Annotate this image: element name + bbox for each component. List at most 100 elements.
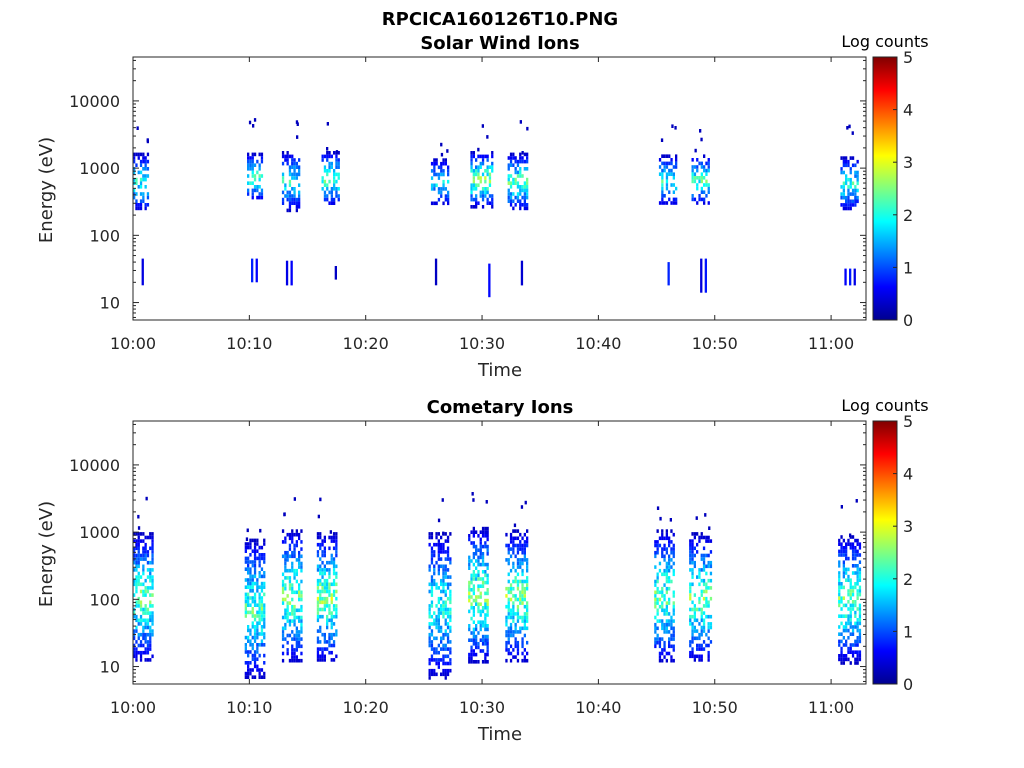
- heatmap-cell: [442, 643, 445, 648]
- heatmap-cell: [663, 154, 666, 158]
- heatmap-cell: [446, 586, 450, 590]
- heatmap-cell: [435, 618, 438, 623]
- heatmap-cell: [286, 532, 289, 537]
- heatmap-cell: [654, 630, 657, 634]
- heatmap-cell: [470, 645, 473, 650]
- heatmap-cell: [481, 530, 485, 534]
- heatmap-cell: [437, 553, 440, 558]
- heatmap-cell: [526, 626, 529, 631]
- heatmap-cell: [249, 585, 252, 589]
- heatmap-cell: [670, 655, 673, 659]
- heatmap-cell: [477, 577, 480, 581]
- heatmap-cell: [523, 167, 526, 171]
- heatmap-cell: [689, 622, 692, 626]
- heatmap-cell: [689, 596, 692, 601]
- heatmap-cell: [149, 571, 152, 576]
- heatmap-cell: [693, 607, 696, 612]
- heatmap-cell: [247, 542, 250, 546]
- heatmap-cell: [484, 580, 487, 585]
- heatmap-cell: [326, 187, 329, 191]
- heatmap-cell: [526, 203, 529, 207]
- heatmap-cell: [526, 576, 529, 580]
- heatmap-cell: [298, 565, 301, 569]
- heatmap-cell: [512, 633, 515, 638]
- heatmap-cell: [437, 607, 440, 612]
- heatmap-cell: [691, 625, 694, 630]
- heatmap-cell: [326, 622, 329, 626]
- heatmap-cell: [319, 625, 322, 630]
- heatmap-cell: [260, 156, 264, 160]
- heatmap-cell: [691, 158, 694, 162]
- heatmap-cell: [854, 603, 857, 608]
- heatmap-cell: [247, 156, 250, 160]
- heatmap-cell: [139, 553, 143, 558]
- heatmap-cell: [430, 535, 434, 540]
- heatmap-cell: [328, 169, 331, 173]
- heatmap-cell: [288, 583, 292, 587]
- heatmap-cell: [845, 625, 848, 629]
- heatmap-cell: [135, 539, 138, 543]
- heatmap-cell: [707, 658, 710, 662]
- heatmap-cell: [475, 598, 478, 603]
- heatmap-cell: [842, 567, 845, 572]
- heatmap-cell: [291, 529, 294, 533]
- heatmap-cell: [858, 614, 862, 618]
- heatmap-cell: [293, 532, 296, 537]
- heatmap-cell: [693, 560, 696, 565]
- heatmap-cell: [133, 629, 136, 633]
- heatmap-cell: [288, 183, 292, 187]
- heatmap-cell: [444, 668, 447, 673]
- heatmap-cell: [446, 535, 450, 540]
- heatmap-cell: [472, 172, 475, 177]
- heatmap-cell: [840, 542, 843, 546]
- heatmap-cell: [705, 564, 708, 569]
- heatmap-cell: [328, 201, 331, 205]
- heatmap-cell: [442, 179, 445, 184]
- heatmap-cell: [519, 597, 522, 602]
- heatmap-cell: [286, 633, 289, 638]
- heatmap-cell: [479, 194, 482, 198]
- heatmap-cell: [656, 597, 659, 602]
- heatmap-cell: [693, 176, 697, 180]
- heatmap-cell: [323, 636, 326, 641]
- heatmap-cell: [484, 169, 487, 173]
- heatmap-cell: [472, 649, 475, 653]
- heatmap-cell: [260, 567, 264, 571]
- heatmap-cell: [146, 632, 150, 637]
- heatmap-cell: [151, 586, 154, 590]
- heatmap-cell: [298, 183, 301, 187]
- heatmap-cell: [253, 596, 257, 600]
- heatmap-cell: [291, 568, 294, 573]
- heatmap-cell: [486, 530, 489, 534]
- heatmap-cell: [321, 571, 324, 576]
- heatmap-cell: [475, 201, 478, 205]
- heatmap-cell: [447, 169, 450, 173]
- heatmap-cell: [704, 513, 707, 517]
- heatmap-cell: [665, 565, 668, 569]
- heatmap-cell: [512, 601, 515, 605]
- heatmap-cell: [523, 626, 526, 631]
- heatmap-cell: [288, 554, 292, 559]
- heatmap-cell: [849, 268, 852, 286]
- heatmap-cell: [446, 661, 450, 666]
- heatmap-cell: [840, 549, 843, 554]
- heatmap-cell: [291, 561, 294, 566]
- heatmap-cell: [470, 194, 473, 198]
- heatmap-cell: [468, 588, 471, 592]
- heatmap-cell: [521, 644, 524, 649]
- heatmap-cell: [253, 545, 257, 550]
- heatmap-cell: [146, 568, 150, 572]
- heatmap-cell: [842, 614, 845, 618]
- heatmap-cell: [691, 168, 694, 173]
- heatmap-cell: [144, 640, 147, 644]
- heatmap-cell: [144, 185, 147, 189]
- heatmap-cell: [845, 542, 848, 546]
- heatmap-cell: [842, 564, 845, 568]
- heatmap-cell: [470, 559, 473, 563]
- heatmap-cell: [521, 615, 524, 620]
- heatmap-cell: [435, 532, 438, 536]
- heatmap-cell: [319, 596, 322, 601]
- heatmap-cell: [698, 600, 701, 605]
- heatmap-cell: [247, 181, 250, 185]
- heatmap-cell: [433, 187, 436, 191]
